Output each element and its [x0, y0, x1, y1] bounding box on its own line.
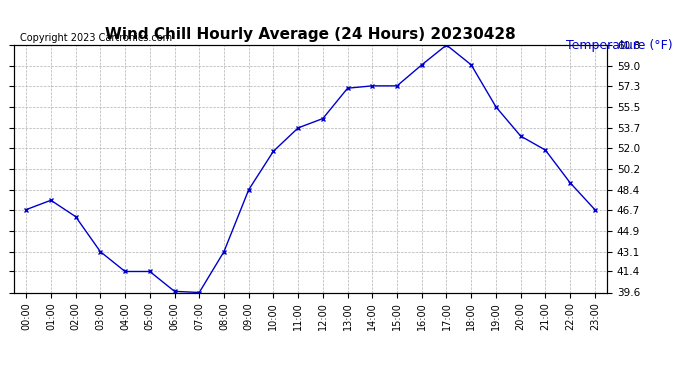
Text: Copyright 2023 Cartronics.com: Copyright 2023 Cartronics.com — [20, 33, 172, 42]
Text: Temperature (°F): Temperature (°F) — [566, 39, 673, 53]
Title: Wind Chill Hourly Average (24 Hours) 20230428: Wind Chill Hourly Average (24 Hours) 202… — [105, 27, 516, 42]
